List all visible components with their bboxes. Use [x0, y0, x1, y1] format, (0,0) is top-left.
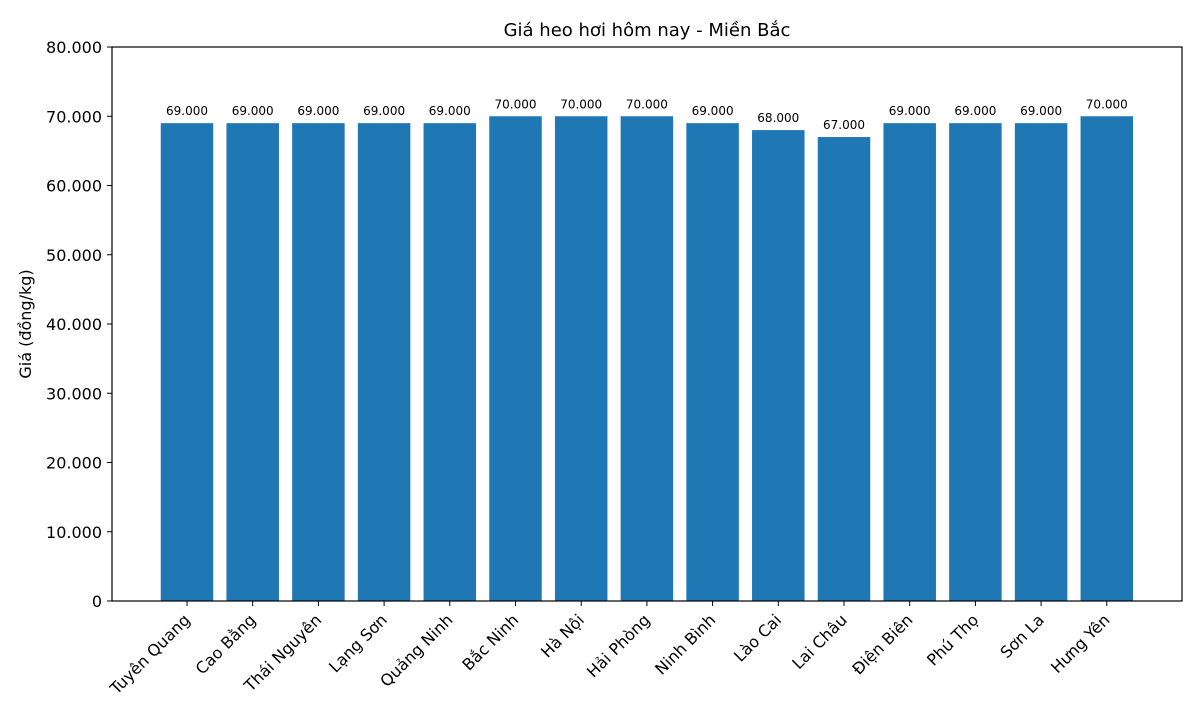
bar	[226, 123, 279, 602]
bar	[1080, 116, 1134, 601]
bar	[1014, 123, 1068, 602]
bar-value-label: 70.000	[495, 97, 537, 111]
bar-value-label: 68.000	[757, 111, 799, 125]
y-tick-label: 0	[92, 592, 102, 611]
bar	[357, 123, 411, 602]
x-tick-label: Hà Nội	[537, 610, 588, 661]
bar-value-label: 70.000	[1086, 97, 1128, 111]
x-tick-label: Lào Cai	[730, 610, 785, 665]
y-axis: 0 10.000 20.000 30.000 40.000 50.000 60.000 70.…	[46, 38, 112, 611]
x-tick-label: Sơn La	[996, 610, 1048, 662]
y-axis-label: Giá (đồng/kg)	[16, 269, 35, 378]
bar-value-label: 70.000	[560, 97, 602, 111]
bar-value-label: 69.000	[429, 104, 471, 118]
bar	[554, 116, 608, 601]
x-tick-label: Hưng Yên	[1047, 610, 1114, 677]
bar-value-label: 69.000	[889, 104, 931, 118]
bar-value-label: 69.000	[954, 104, 996, 118]
bar	[686, 123, 739, 602]
bar-value-label: 69.000	[692, 104, 734, 118]
bar-value-label: 70.000	[626, 97, 668, 111]
bar	[489, 116, 542, 601]
x-tick-label: Hải Phòng	[583, 610, 654, 681]
y-tick-label: 60.000	[46, 177, 102, 196]
bar-value-label: 69.000	[1020, 104, 1062, 118]
y-tick-label: 40.000	[46, 315, 102, 334]
y-tick-label: 50.000	[46, 246, 102, 265]
bar	[883, 123, 936, 602]
x-tick-label: Ninh Bình	[651, 610, 719, 678]
x-tick-label: Cao Bằng	[192, 610, 260, 678]
bar-value-label: 69.000	[363, 104, 405, 118]
chart-title: Giá heo hơi hôm nay - Miền Bắc	[504, 20, 791, 41]
bar	[423, 123, 477, 602]
x-tick-label: Điện Biên	[848, 610, 916, 678]
y-tick-label: 70.000	[46, 107, 102, 126]
x-tick-label: Lạng Sơn	[325, 610, 391, 676]
bar-value-label: 67.000	[823, 118, 865, 132]
bar	[949, 123, 1002, 602]
y-tick-label: 10.000	[46, 523, 102, 542]
bar	[620, 116, 674, 601]
x-tick-label: Bắc Ninh	[458, 610, 522, 674]
bar-value-label: 69.000	[166, 104, 208, 118]
bars-group	[160, 116, 1134, 602]
plot-frame	[111, 46, 1183, 602]
bar-value-labels: 69.000 69.000 69.000 69.000 69.000 70.000 70.0…	[166, 97, 1128, 132]
bar	[752, 130, 805, 601]
x-tick-label: Tuyên Quang	[106, 610, 194, 698]
x-tick-label: Lai Châu	[788, 610, 851, 673]
bar	[292, 123, 345, 602]
x-tick-label: Phú Thọ	[923, 610, 982, 669]
bar-value-label: 69.000	[297, 104, 339, 118]
y-tick-label: 20.000	[46, 454, 102, 473]
y-tick-label: 80.000	[46, 38, 102, 57]
bar	[817, 137, 871, 601]
bar	[160, 123, 214, 602]
y-tick-label: 30.000	[46, 384, 102, 403]
bar-value-label: 69.000	[232, 104, 274, 118]
